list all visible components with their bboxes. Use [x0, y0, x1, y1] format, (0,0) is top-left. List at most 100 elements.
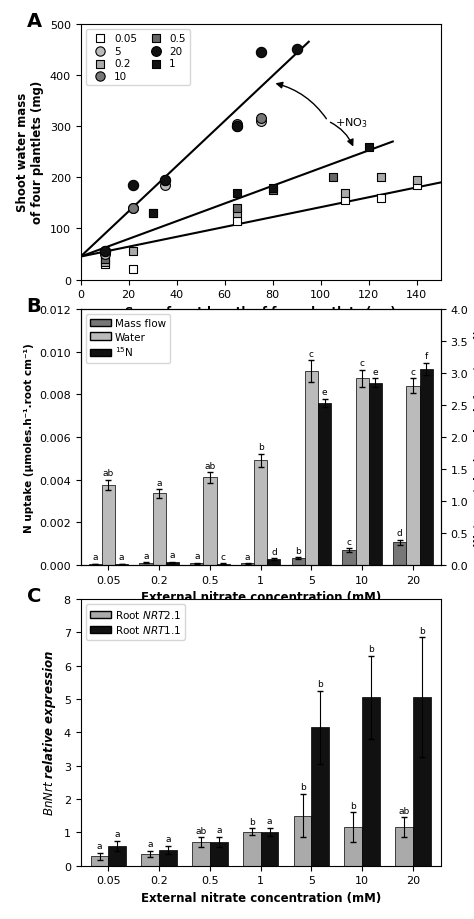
Bar: [109, 845, 126, 866]
Point: [129, 201, 137, 216]
Bar: [362, 698, 380, 866]
Bar: [217, 564, 230, 565]
Legend: 0.05, 5, 0.2, 10, 0.5, 20, 1: 0.05, 5, 0.2, 10, 0.5, 20, 1: [86, 30, 190, 86]
Bar: [243, 832, 261, 866]
Point: [233, 119, 240, 134]
Bar: [345, 827, 362, 866]
Bar: [311, 728, 329, 866]
Point: [101, 257, 109, 272]
Point: [161, 174, 168, 188]
Bar: [102, 485, 115, 565]
Text: e: e: [373, 368, 378, 377]
Point: [233, 117, 240, 131]
Bar: [192, 843, 210, 866]
Point: [377, 191, 384, 206]
Bar: [210, 842, 228, 866]
Text: c: c: [346, 537, 352, 546]
Bar: [305, 371, 318, 565]
Text: b: b: [318, 679, 323, 688]
Point: [129, 244, 137, 259]
Point: [365, 140, 373, 154]
Text: +NO$_3$: +NO$_3$: [335, 116, 368, 130]
Point: [149, 207, 156, 221]
Point: [293, 43, 301, 58]
Point: [413, 174, 420, 188]
Bar: [159, 850, 177, 866]
Text: B: B: [27, 297, 41, 316]
Text: b: b: [249, 817, 255, 825]
Point: [101, 247, 109, 262]
Bar: [261, 832, 278, 866]
Point: [233, 186, 240, 200]
Point: [269, 184, 276, 199]
Text: A: A: [27, 12, 42, 31]
Point: [377, 171, 384, 186]
Point: [101, 255, 109, 270]
Bar: [190, 563, 203, 565]
Point: [257, 112, 264, 127]
Point: [101, 247, 109, 262]
Point: [329, 171, 337, 186]
Point: [161, 174, 168, 188]
Text: d: d: [271, 547, 277, 556]
Legend: Root $NRT2.1$, Root $NRT1.1$: Root $NRT2.1$, Root $NRT1.1$: [86, 605, 185, 640]
Bar: [395, 827, 413, 866]
Text: a: a: [143, 551, 149, 561]
Bar: [292, 559, 305, 565]
Point: [161, 178, 168, 193]
Y-axis label: Shoot water mass
of four plantlets (mg): Shoot water mass of four plantlets (mg): [16, 81, 44, 224]
Bar: [254, 460, 267, 565]
Bar: [342, 550, 356, 565]
Bar: [166, 562, 179, 565]
Text: b: b: [368, 644, 374, 653]
Bar: [318, 403, 331, 565]
Text: c: c: [410, 368, 415, 377]
Bar: [406, 386, 419, 565]
Legend: Mass flow, Water, $^{15}$N: Mass flow, Water, $^{15}$N: [86, 315, 170, 363]
X-axis label: External nitrate concentration (mM): External nitrate concentration (mM): [141, 891, 381, 904]
Point: [269, 181, 276, 196]
Bar: [294, 816, 311, 866]
Text: b: b: [295, 546, 301, 555]
Point: [129, 178, 137, 193]
Text: b: b: [258, 443, 264, 452]
Text: a: a: [267, 816, 273, 825]
Text: ab: ab: [204, 461, 216, 470]
Point: [341, 186, 348, 200]
Bar: [393, 543, 406, 565]
Text: c: c: [309, 349, 314, 358]
Y-axis label: N uptake (μmoles.h⁻¹.root cm⁻¹): N uptake (μmoles.h⁻¹.root cm⁻¹): [24, 343, 34, 532]
Point: [233, 214, 240, 229]
Bar: [369, 383, 382, 565]
Bar: [153, 494, 166, 565]
Text: a: a: [170, 550, 175, 560]
Text: a: a: [216, 825, 221, 834]
Point: [341, 194, 348, 209]
Point: [233, 119, 240, 134]
Text: a: a: [147, 839, 153, 848]
Bar: [89, 564, 102, 565]
Bar: [356, 379, 369, 565]
Bar: [241, 563, 254, 565]
Text: C: C: [27, 586, 41, 605]
Bar: [91, 857, 109, 866]
Text: ab: ab: [195, 826, 207, 834]
Text: f: f: [425, 352, 428, 361]
Point: [101, 244, 109, 259]
Point: [413, 178, 420, 193]
Text: a: a: [92, 552, 98, 562]
Text: a: a: [156, 478, 162, 487]
Point: [129, 201, 137, 216]
Text: a: a: [115, 829, 120, 838]
Point: [149, 207, 156, 221]
Bar: [141, 854, 159, 866]
Bar: [413, 698, 431, 866]
Text: c: c: [360, 358, 365, 368]
Text: b: b: [300, 782, 305, 791]
Bar: [139, 563, 153, 565]
Text: b: b: [350, 800, 356, 810]
Point: [233, 207, 240, 221]
Text: c: c: [221, 552, 226, 561]
Point: [101, 253, 109, 267]
Text: e: e: [322, 388, 328, 397]
